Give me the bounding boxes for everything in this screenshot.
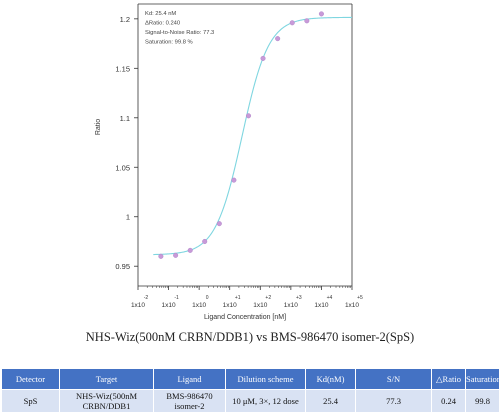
data-point	[275, 36, 281, 42]
x-tick-exponent: -1	[174, 295, 179, 301]
chart-caption: NHS-Wiz(500nM CRBN/DDB1) vs BMS-986470 i…	[85, 330, 415, 344]
cell-ligand: BMS-986470 isomer-2	[153, 389, 226, 413]
cell-kd: 25.4	[305, 389, 356, 413]
data-point	[304, 18, 310, 24]
data-point	[173, 252, 179, 258]
annotation-line: Signal-to-Noise Ratio: 77.3	[145, 30, 214, 36]
cell-saturation: 99.8	[465, 389, 500, 413]
cell-delta-ratio: 0.24	[431, 389, 466, 413]
y-tick-label: 1.2	[120, 15, 130, 24]
data-point	[187, 247, 193, 253]
x-tick-label: 1x10	[345, 302, 359, 309]
x-tick-label: 1x10	[253, 302, 267, 309]
table-row: SpS NHS-Wiz(500nM CRBN/DDB1 BMS-986470 i…	[1, 389, 500, 413]
table-header-row: Detector Target Ligand Dilution scheme K…	[1, 368, 500, 390]
header-delta-ratio: △Ratio	[431, 368, 466, 390]
y-axis-title: Ratio	[95, 119, 102, 135]
binding-curve-chart: 0.9511.051.11.151.21x10-21x10-11x1001x10…	[95, 3, 363, 321]
data-point	[231, 177, 237, 183]
y-tick-label: 1.1	[120, 114, 130, 123]
cell-detector: SpS	[1, 389, 60, 413]
annotation-line: ΔRatio: 0.240	[145, 21, 180, 27]
results-table: Detector Target Ligand Dilution scheme K…	[1, 368, 500, 413]
x-tick-label: 1x10	[162, 302, 176, 309]
x-tick-exponent: +3	[296, 295, 302, 301]
annotation-line: Saturation: 99.8 %	[145, 40, 193, 46]
header-dilution-scheme: Dilution scheme	[225, 368, 306, 390]
cell-sn: 77.3	[355, 389, 432, 413]
data-point	[158, 253, 164, 259]
x-tick-exponent: +5	[357, 295, 363, 301]
data-point	[289, 20, 295, 26]
fit-curve	[153, 16, 352, 256]
data-point	[246, 113, 252, 119]
data-point	[216, 221, 222, 227]
x-tick-label: 1x10	[223, 302, 237, 309]
y-tick-label: 0.95	[115, 262, 130, 271]
y-tick-label: 1.15	[115, 64, 130, 73]
header-sn: S/N	[355, 368, 432, 390]
x-tick-label: 1x10	[131, 302, 145, 309]
y-tick-label: 1	[126, 213, 130, 222]
x-tick-exponent: +2	[265, 295, 271, 301]
header-ligand: Ligand	[153, 368, 226, 390]
header-detector: Detector	[1, 368, 60, 390]
header-saturation: Saturation(%)	[465, 368, 500, 390]
y-tick-label: 1.05	[115, 163, 130, 172]
x-tick-exponent: +1	[235, 295, 241, 301]
fit-parameters-annotation: Kd: 25.4 nM ΔRatio: 0.240 Signal-to-Noise …	[145, 11, 214, 46]
annotation-line: Kd: 25.4 nM	[145, 11, 176, 17]
cell-dilution-scheme: 10 μM, 3×, 12 dose	[225, 389, 306, 413]
header-kd: Kd(nM)	[305, 368, 356, 390]
data-point	[260, 55, 266, 61]
data-point	[202, 238, 208, 244]
chart-axes: 0.9511.051.11.151.21x10-21x10-11x1001x10…	[95, 3, 363, 321]
x-axis-title: Ligand Concentration [nM]	[204, 314, 286, 321]
data-point	[318, 11, 324, 17]
data-points-layer	[158, 11, 324, 259]
x-tick-label: 1x10	[314, 302, 328, 309]
fit-curve-layer	[153, 16, 352, 256]
x-tick-exponent: +4	[327, 295, 333, 301]
x-tick-label: 1x10	[192, 302, 206, 309]
x-tick-exponent: -2	[144, 295, 149, 301]
header-target: Target	[59, 368, 154, 390]
x-tick-exponent: 0	[206, 295, 209, 301]
x-tick-label: 1x10	[284, 302, 298, 309]
cell-target: NHS-Wiz(500nM CRBN/DDB1	[59, 389, 154, 413]
